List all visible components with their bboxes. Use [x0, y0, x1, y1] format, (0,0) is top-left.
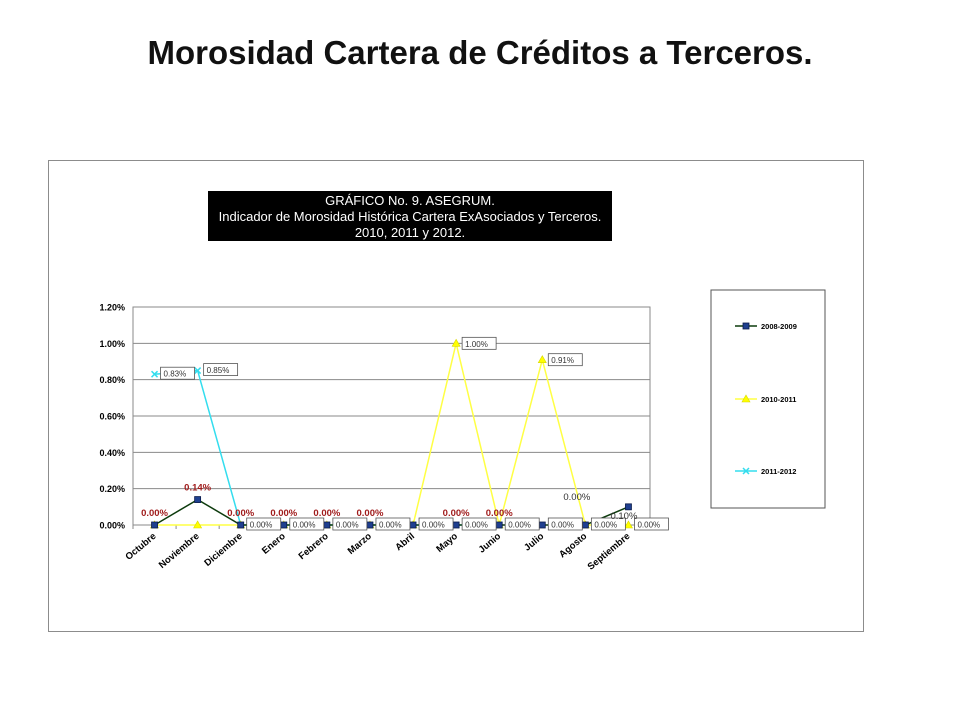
data-label: 0.00% — [293, 521, 316, 530]
data-label-box — [634, 517, 669, 531]
x-tick-label: Febrero — [297, 531, 331, 562]
marker-square — [625, 503, 632, 511]
data-label-box — [504, 517, 540, 531]
y-tick-label: 0.20% — [99, 484, 125, 494]
marker-triangle — [537, 355, 547, 363]
data-label-box — [461, 517, 497, 531]
data-label: 0.00% — [141, 508, 168, 519]
data-label-box — [375, 517, 411, 531]
x-tick-label: Noviembre — [157, 531, 202, 571]
x-tick-label: Agosto — [557, 531, 589, 561]
marker-square — [366, 521, 374, 529]
data-label: 0.00% — [486, 508, 513, 519]
marker-triangle — [623, 520, 633, 529]
legend-label: 2008-2009 — [761, 322, 797, 331]
slide-title: Morosidad Cartera de Créditos a Terceros… — [147, 34, 813, 71]
data-label: 0.91% — [551, 356, 574, 365]
series-markers — [150, 338, 633, 529]
data-label: 0.10% — [610, 511, 637, 522]
marker-square — [495, 521, 503, 529]
data-label: 0.00% — [443, 508, 470, 519]
data-label: 0.00% — [563, 492, 590, 503]
data-label: 0.00% — [356, 508, 383, 519]
marker-triangle — [193, 520, 203, 529]
marker-square — [194, 496, 202, 503]
marker-triangle — [741, 394, 751, 403]
marker-square — [280, 521, 288, 529]
chart-title-line-1: GRÁFICO No. 9. ASEGRUM. — [325, 193, 495, 208]
data-label-box — [246, 517, 282, 531]
data-label-box — [418, 517, 454, 531]
marker-square — [323, 521, 331, 529]
legend: 2008-2009 2010-2011 2011-2012 — [710, 289, 826, 509]
data-label: 0.14% — [184, 483, 211, 494]
legend-label: 2011-2012 — [761, 467, 796, 476]
marker-triangle — [451, 338, 461, 347]
data-label-box — [590, 517, 626, 531]
data-label: 0.00% — [637, 521, 660, 530]
marker-x — [742, 467, 750, 475]
data-label: 0.85% — [207, 366, 230, 375]
data-label-box — [289, 517, 325, 531]
data-label: 0.00% — [551, 521, 574, 530]
data-label: 0.00% — [227, 508, 254, 519]
marker-square — [581, 521, 589, 529]
series-line-2011-2012 — [154, 369, 500, 526]
marker-square — [538, 521, 546, 529]
x-tick-label: Junio — [477, 531, 504, 556]
data-label: 0.00% — [422, 521, 445, 530]
data-label: 0.00% — [336, 521, 359, 530]
data-label: 0.83% — [164, 370, 187, 379]
y-tick-label: 1.00% — [99, 339, 125, 349]
y-tick-label: 0.60% — [99, 412, 125, 422]
x-tick-label: Septiembre — [586, 531, 633, 573]
data-label: 0.00% — [379, 521, 402, 530]
y-tick-label: 1.20% — [99, 303, 125, 313]
y-tick-label: 0.00% — [99, 521, 125, 531]
chart-title-box: GRÁFICO No. 9. ASEGRUM. Indicador de Mor… — [208, 191, 612, 241]
marker-x — [194, 367, 202, 375]
data-label-box — [547, 353, 583, 367]
data-label-box — [547, 517, 583, 531]
y-tick-label: 0.80% — [99, 375, 125, 385]
marker-square — [151, 521, 158, 529]
data-label: 0.00% — [508, 521, 531, 530]
data-label: 0.00% — [270, 508, 297, 519]
data-label-box — [160, 366, 195, 380]
chart-title-line-3: 2010, 2011 y 2012. — [354, 225, 466, 240]
marker-square — [237, 521, 245, 529]
legend-box — [710, 289, 826, 509]
x-tick-label: Diciembre — [202, 531, 244, 569]
x-tick-label: Octubre — [123, 531, 158, 563]
marker-square — [452, 521, 460, 529]
data-label: 0.00% — [250, 521, 273, 530]
y-tick-label: 0.40% — [99, 448, 125, 458]
data-label: 0.00% — [313, 508, 340, 519]
marker-square — [409, 521, 417, 529]
legend-label: 2010-2011 — [761, 395, 796, 404]
marker-square — [742, 322, 750, 330]
chart-title-line-2: Indicador de Morosidad Histórica Cartera… — [218, 209, 602, 224]
data-label-box — [332, 517, 368, 531]
marker-x — [151, 370, 159, 378]
data-label-box — [461, 336, 497, 350]
data-label: 1.00% — [465, 340, 488, 349]
data-label: 0.00% — [594, 521, 617, 530]
x-tick-label: Marzo — [346, 531, 374, 557]
data-label-box — [203, 363, 239, 376]
x-tick-label: Abril — [393, 531, 417, 553]
x-tick-label: Julio — [522, 531, 546, 554]
data-label: 0.00% — [465, 521, 488, 530]
x-tick-label: Mayo — [434, 531, 460, 555]
x-tick-label: Enero — [260, 531, 288, 557]
data-labels: 0.83% 0.85% 0.00% 0.00% 0.00% 0.00% 0.00% 0.00%… — [141, 336, 669, 531]
